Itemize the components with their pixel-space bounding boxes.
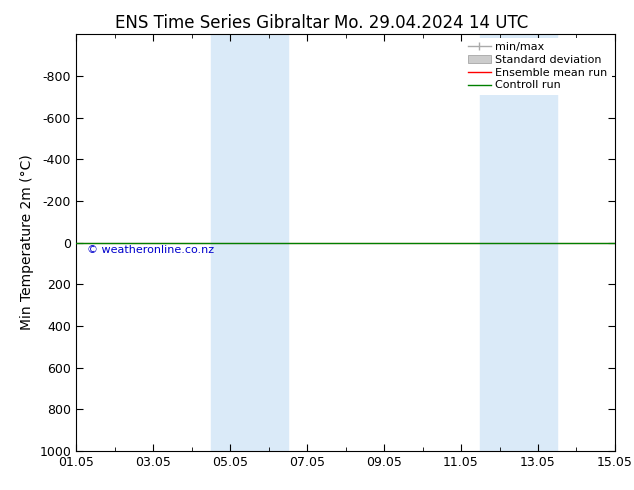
Legend: min/max, Standard deviation, Ensemble mean run, Controll run: min/max, Standard deviation, Ensemble me… bbox=[464, 38, 612, 95]
Text: © weatheronline.co.nz: © weatheronline.co.nz bbox=[87, 245, 214, 255]
Y-axis label: Min Temperature 2m (°C): Min Temperature 2m (°C) bbox=[20, 155, 34, 330]
Bar bbox=[480, 34, 557, 451]
Text: ENS Time Series Gibraltar: ENS Time Series Gibraltar bbox=[115, 14, 329, 32]
Text: Mo. 29.04.2024 14 UTC: Mo. 29.04.2024 14 UTC bbox=[334, 14, 528, 32]
Bar bbox=[210, 34, 288, 451]
